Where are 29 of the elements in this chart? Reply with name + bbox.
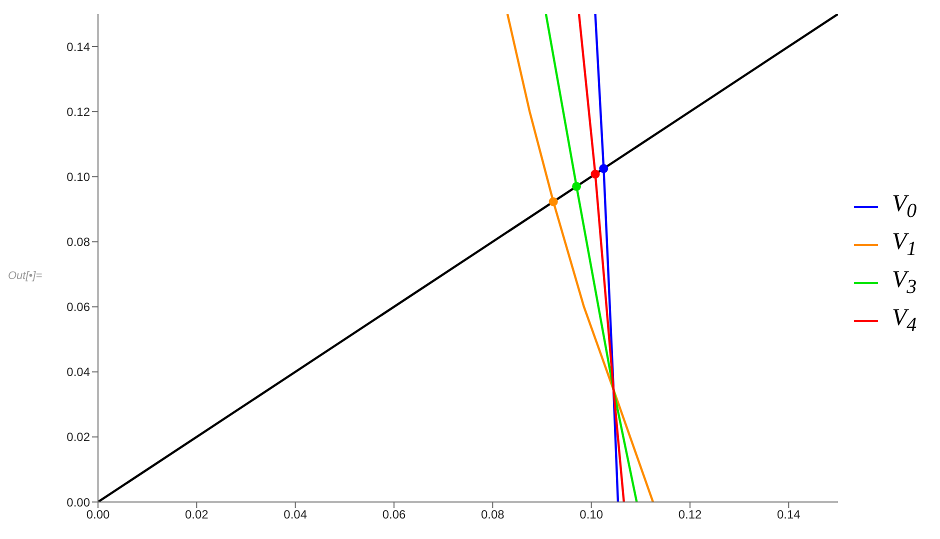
point xyxy=(590,170,600,179)
y-tick-label: 0.04 xyxy=(66,365,90,380)
legend-label: V$_{0}$ xyxy=(892,191,918,223)
x-tick-label: 0.02 xyxy=(184,508,209,522)
point xyxy=(548,197,558,206)
x-tick-label: 0.04 xyxy=(284,508,308,522)
line-series xyxy=(544,14,638,502)
x-tick-label: 0.10 xyxy=(580,508,604,522)
legend-label: V$_{4}$ xyxy=(892,305,918,337)
text: Out[•]= xyxy=(8,270,42,282)
line-series xyxy=(506,14,654,502)
y-tick-label: 0.08 xyxy=(66,234,90,249)
x-tick-label: 0.06 xyxy=(382,508,406,522)
legend-label: V$_{1}$ xyxy=(892,229,918,261)
point xyxy=(572,182,582,191)
y-tick-label: 0.14 xyxy=(66,40,90,54)
x-tick-label: 0.12 xyxy=(678,508,702,522)
y-tick-label: 0.10 xyxy=(66,170,90,184)
point xyxy=(599,164,608,174)
line-series xyxy=(594,14,620,502)
x-tick-label: 0.14 xyxy=(776,508,801,522)
y-tick-label: 0.06 xyxy=(66,300,90,314)
y-tick-label: 0.00 xyxy=(66,495,90,510)
y-tick-label: 0.02 xyxy=(66,430,90,444)
line-series xyxy=(578,14,625,502)
y-tick-label: 0.12 xyxy=(66,104,90,119)
x-tick-label: 0.00 xyxy=(86,508,110,522)
legend-label: V$_{3}$ xyxy=(892,267,918,299)
x-tick-label: 0.08 xyxy=(480,508,505,522)
